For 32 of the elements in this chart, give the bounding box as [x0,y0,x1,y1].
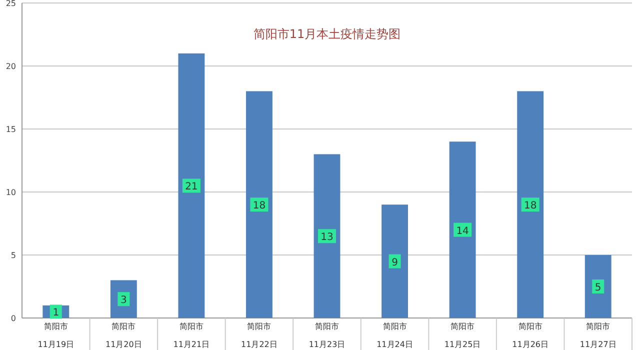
data-label: 14 [456,226,469,237]
bar [517,91,544,318]
y-tick-label: 10 [6,188,16,197]
x-tick-label: 简阳市 11月27日 [580,322,616,349]
y-tick-label: 5 [10,251,16,260]
x-tick-label: 简阳市 11月19日 [38,322,74,349]
y-tick-label: 15 [6,125,16,134]
data-label: 5 [594,282,602,294]
x-tick-label: 简阳市 11月25日 [444,322,481,349]
data-label: 9 [392,257,398,268]
x-tick-label: 简阳市 11月24日 [376,322,413,349]
data-label: 1 [52,308,60,319]
x-tick-label: 简阳市 11月22日 [241,322,278,349]
bar [449,142,476,318]
x-tick-label: 简阳市 11月23日 [308,322,346,349]
x-tick-label: 简阳市 11月21日 [173,322,210,349]
data-label: 18 [524,200,537,212]
data-label: 13 [320,232,334,244]
y-tick-label: 0 [10,314,16,323]
text: 简阳市11月本土疫情走势图 [253,27,401,41]
data-label: 21 [185,182,198,193]
data-label: 3 [120,295,127,306]
bar [246,91,272,318]
y-tick-label: 25 [6,0,16,8]
bar [314,154,340,318]
bar [584,255,612,318]
bar [382,204,408,318]
y-tick-label: 20 [6,62,16,71]
x-tick-label: 简阳市 11月26日 [512,322,549,349]
x-tick-label: 简阳市 11月20日 [105,322,142,349]
bar [178,53,205,318]
data-label: 18 [252,200,266,212]
